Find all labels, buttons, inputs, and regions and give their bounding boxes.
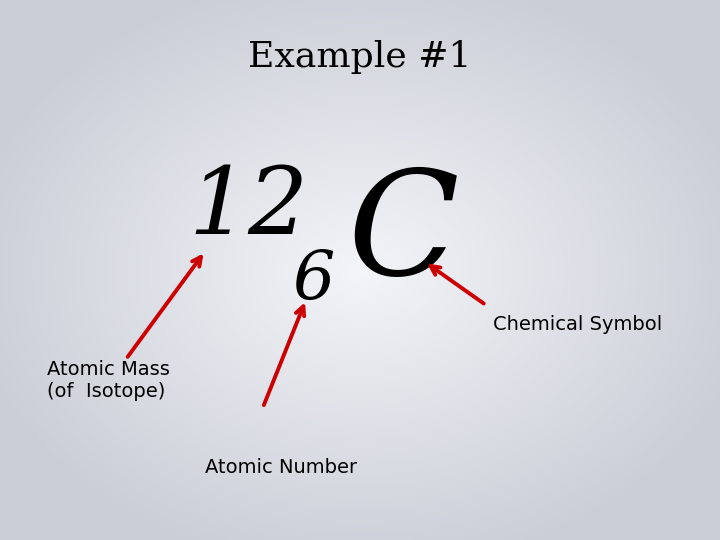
Text: Atomic Number: Atomic Number (205, 457, 357, 477)
Text: Atomic Mass
(of  Isotope): Atomic Mass (of Isotope) (47, 360, 170, 401)
Text: Chemical Symbol: Chemical Symbol (493, 314, 662, 334)
Text: 12: 12 (188, 163, 309, 253)
Text: Example #1: Example #1 (248, 40, 472, 73)
Text: C: C (347, 164, 459, 306)
Text: 6: 6 (292, 248, 334, 313)
